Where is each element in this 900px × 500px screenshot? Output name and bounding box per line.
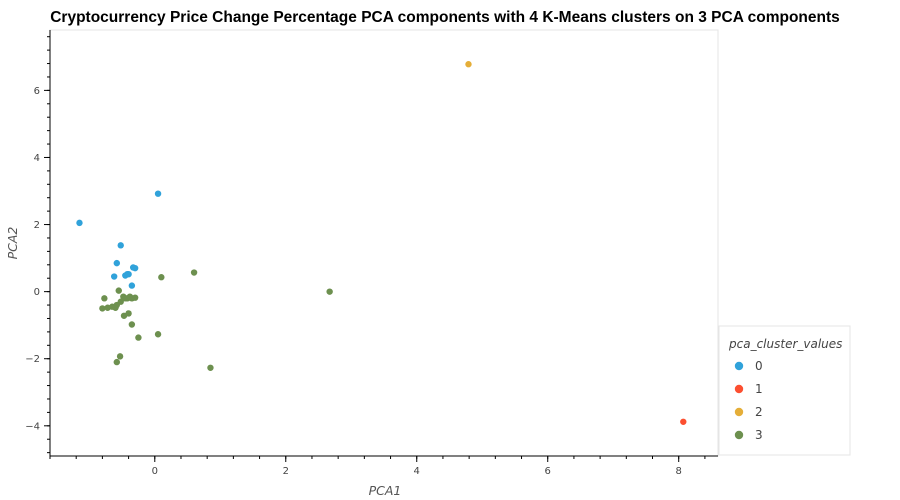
- legend-label-3: 3: [755, 428, 763, 442]
- scatter-point-cluster-3: [125, 310, 132, 317]
- legend-label-2: 2: [755, 405, 763, 419]
- x-tick-label: 6: [545, 466, 551, 477]
- scatter-point-cluster-0: [125, 270, 132, 278]
- scatter-point-cluster-3: [154, 331, 162, 338]
- y-tick-label: −2: [25, 354, 40, 365]
- legend-marker-1: [734, 384, 744, 394]
- scatter-point-cluster-1: [680, 418, 687, 425]
- legend-label-1: 1: [755, 382, 763, 396]
- y-tick-label: 4: [34, 153, 40, 164]
- scatter-point-cluster-2: [465, 61, 472, 68]
- scatter-point-cluster-3: [115, 287, 122, 294]
- scatter-point-cluster-3: [113, 358, 121, 366]
- x-tick-label: 4: [414, 466, 420, 477]
- y-tick-label: −4: [25, 421, 40, 432]
- scatter-point-cluster-3: [116, 353, 124, 360]
- scatter-point-cluster-0: [128, 282, 136, 289]
- scatter-point-cluster-3: [117, 298, 124, 305]
- scatter-point-cluster-3: [158, 274, 165, 281]
- legend-marker-3: [734, 430, 744, 440]
- scatter-point-cluster-0: [110, 273, 118, 280]
- plot-frame: [49, 29, 719, 457]
- x-tick-label: 2: [283, 466, 289, 477]
- legend-title: pca_cluster_values: [728, 337, 842, 351]
- scatter-point-cluster-3: [101, 295, 108, 302]
- x-tick-label: 0: [152, 466, 158, 477]
- scatter-point-cluster-3: [135, 334, 142, 341]
- scatter-point-cluster-0: [131, 264, 139, 272]
- scatter-point-cluster-3: [131, 294, 139, 301]
- y-axis-label: PCA2: [5, 227, 20, 260]
- scatter-point-cluster-0: [76, 219, 83, 227]
- y-tick-label: 2: [34, 220, 40, 231]
- x-axis-label: PCA1: [369, 483, 402, 498]
- legend-label-0: 0: [755, 359, 763, 373]
- y-tick-label: 0: [34, 287, 40, 298]
- x-tick-label: 8: [676, 466, 682, 477]
- legend-marker-2: [734, 407, 744, 417]
- plot-border: [49, 29, 719, 457]
- scatter-point-cluster-3: [207, 364, 214, 371]
- x-axis: 0 2 4 6 8: [49, 455, 718, 477]
- y-axis: −4 −2 0 2 4 6: [25, 30, 51, 456]
- legend: pca_cluster_values 0 1 2 3: [718, 325, 851, 456]
- scatter-point-cluster-3: [190, 269, 198, 276]
- scatter-point-cluster-3: [326, 288, 333, 295]
- scatter-point-cluster-3: [99, 305, 106, 312]
- scatter-point-cluster-0: [154, 190, 162, 197]
- scatter-point-cluster-0: [117, 242, 124, 249]
- scatter-point-cluster-0: [113, 259, 121, 267]
- data-points: [76, 61, 687, 425]
- chart-title: Cryptocurrency Price Change Percentage P…: [50, 9, 840, 26]
- scatter-point-cluster-3: [128, 321, 136, 328]
- y-tick-label: 6: [34, 86, 40, 97]
- legend-marker-0: [734, 361, 744, 371]
